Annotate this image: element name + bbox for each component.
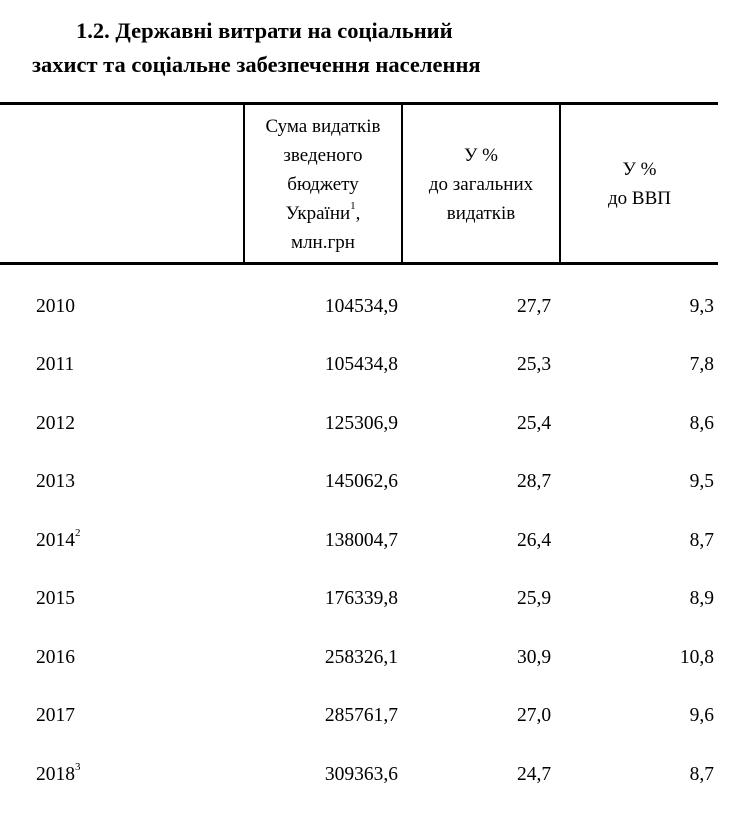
header-text: У %	[463, 144, 498, 166]
header-text: Сума видатків	[265, 115, 381, 137]
header-text: видатків	[446, 202, 516, 224]
pct-gdp-cell: 8,6	[689, 413, 714, 434]
header-text: млн.грн	[291, 231, 355, 253]
table-row: 2012 125306,9 25,4 8,6	[0, 409, 742, 439]
header-text: зведеного	[283, 144, 363, 166]
table-row: 2016 258326,1 30,9 10,8	[0, 643, 742, 673]
header-pct-total: У % до загальних видатків	[403, 105, 559, 263]
year-cell: 2013	[36, 471, 75, 492]
budget-sum-cell: 145062,6	[324, 471, 398, 492]
footnote-marker: 2	[75, 526, 81, 539]
year-cell: 2015	[36, 588, 75, 609]
table-row: 2017 285761,7 27,0 9,6	[0, 701, 742, 731]
pct-total-cell: 25,3	[517, 354, 552, 375]
table-row: 20142 138004,7 26,4 8,7	[0, 526, 742, 556]
year-cell: 20183	[36, 760, 81, 785]
pct-total-cell: 25,9	[517, 588, 552, 609]
pct-gdp-cell: 8,7	[689, 530, 714, 551]
pct-total-cell: 24,7	[517, 764, 552, 785]
column-divider	[243, 103, 245, 264]
header-text: до ВВП	[608, 188, 671, 209]
budget-sum-cell: 309363,6	[324, 764, 398, 785]
table-row: 2015 176339,8 25,9 8,9	[0, 584, 742, 614]
budget-sum-cell: 285761,7	[324, 705, 398, 726]
pct-gdp-cell: 8,7	[689, 764, 714, 785]
year-cell: 2012	[36, 413, 75, 434]
pct-gdp-cell: 7,8	[689, 354, 714, 375]
header-text: до загальних	[428, 173, 534, 195]
pct-total-cell: 25,4	[517, 413, 552, 434]
year-cell: 2010	[36, 296, 75, 317]
budget-sum-cell: 125306,9	[324, 413, 398, 434]
column-divider	[559, 103, 561, 264]
pct-gdp-cell: 9,5	[689, 471, 714, 492]
year-cell: 2016	[36, 647, 75, 668]
table-row: 2011 105434,8 25,3 7,8	[0, 350, 742, 380]
title-line-2: захист та соціальне забезпечення населен…	[32, 52, 481, 77]
pct-total-cell: 27,0	[517, 705, 552, 726]
year-cell: 2017	[36, 705, 75, 726]
pct-total-cell: 28,7	[517, 471, 552, 492]
pct-gdp-cell: 9,3	[689, 296, 714, 317]
table-row: 2010 104534,9 27,7 9,3	[0, 292, 742, 322]
footnote-marker: 1	[350, 200, 356, 213]
header-text: бюджету	[287, 173, 359, 195]
title-line-1: 1.2. Державні витрати на соціальний	[76, 18, 453, 43]
year-cell: 20142	[36, 526, 81, 551]
pct-total-cell: 30,9	[517, 647, 552, 668]
year-cell: 2011	[36, 354, 75, 375]
budget-sum-cell: 258326,1	[324, 647, 398, 668]
table-header-rule	[0, 262, 718, 265]
budget-sum-cell: 138004,7	[324, 530, 398, 551]
header-budget-sum: Сума видатків зведеного бюджету України1…	[245, 105, 401, 263]
column-divider	[401, 103, 403, 264]
table-top-rule	[0, 102, 718, 105]
pct-gdp-cell: 8,9	[689, 588, 714, 609]
pct-gdp-cell: 9,6	[689, 705, 714, 726]
table-row: 2013 145062,6 28,7 9,5	[0, 467, 742, 497]
budget-sum-cell: 104534,9	[324, 296, 398, 317]
pct-gdp-cell: 10,8	[679, 647, 714, 668]
header-pct-gdp: У % до ВВП	[561, 105, 718, 263]
header-text: України1,	[285, 200, 361, 224]
pct-total-cell: 27,7	[517, 296, 552, 317]
footnote-marker: 3	[75, 760, 81, 773]
table-row: 20183 309363,6 24,7 8,7	[0, 760, 742, 790]
header-year	[0, 105, 243, 263]
pct-total-cell: 26,4	[517, 530, 552, 551]
header-text: У %	[622, 159, 657, 180]
budget-sum-cell: 105434,8	[324, 354, 398, 375]
budget-sum-cell: 176339,8	[324, 588, 398, 609]
